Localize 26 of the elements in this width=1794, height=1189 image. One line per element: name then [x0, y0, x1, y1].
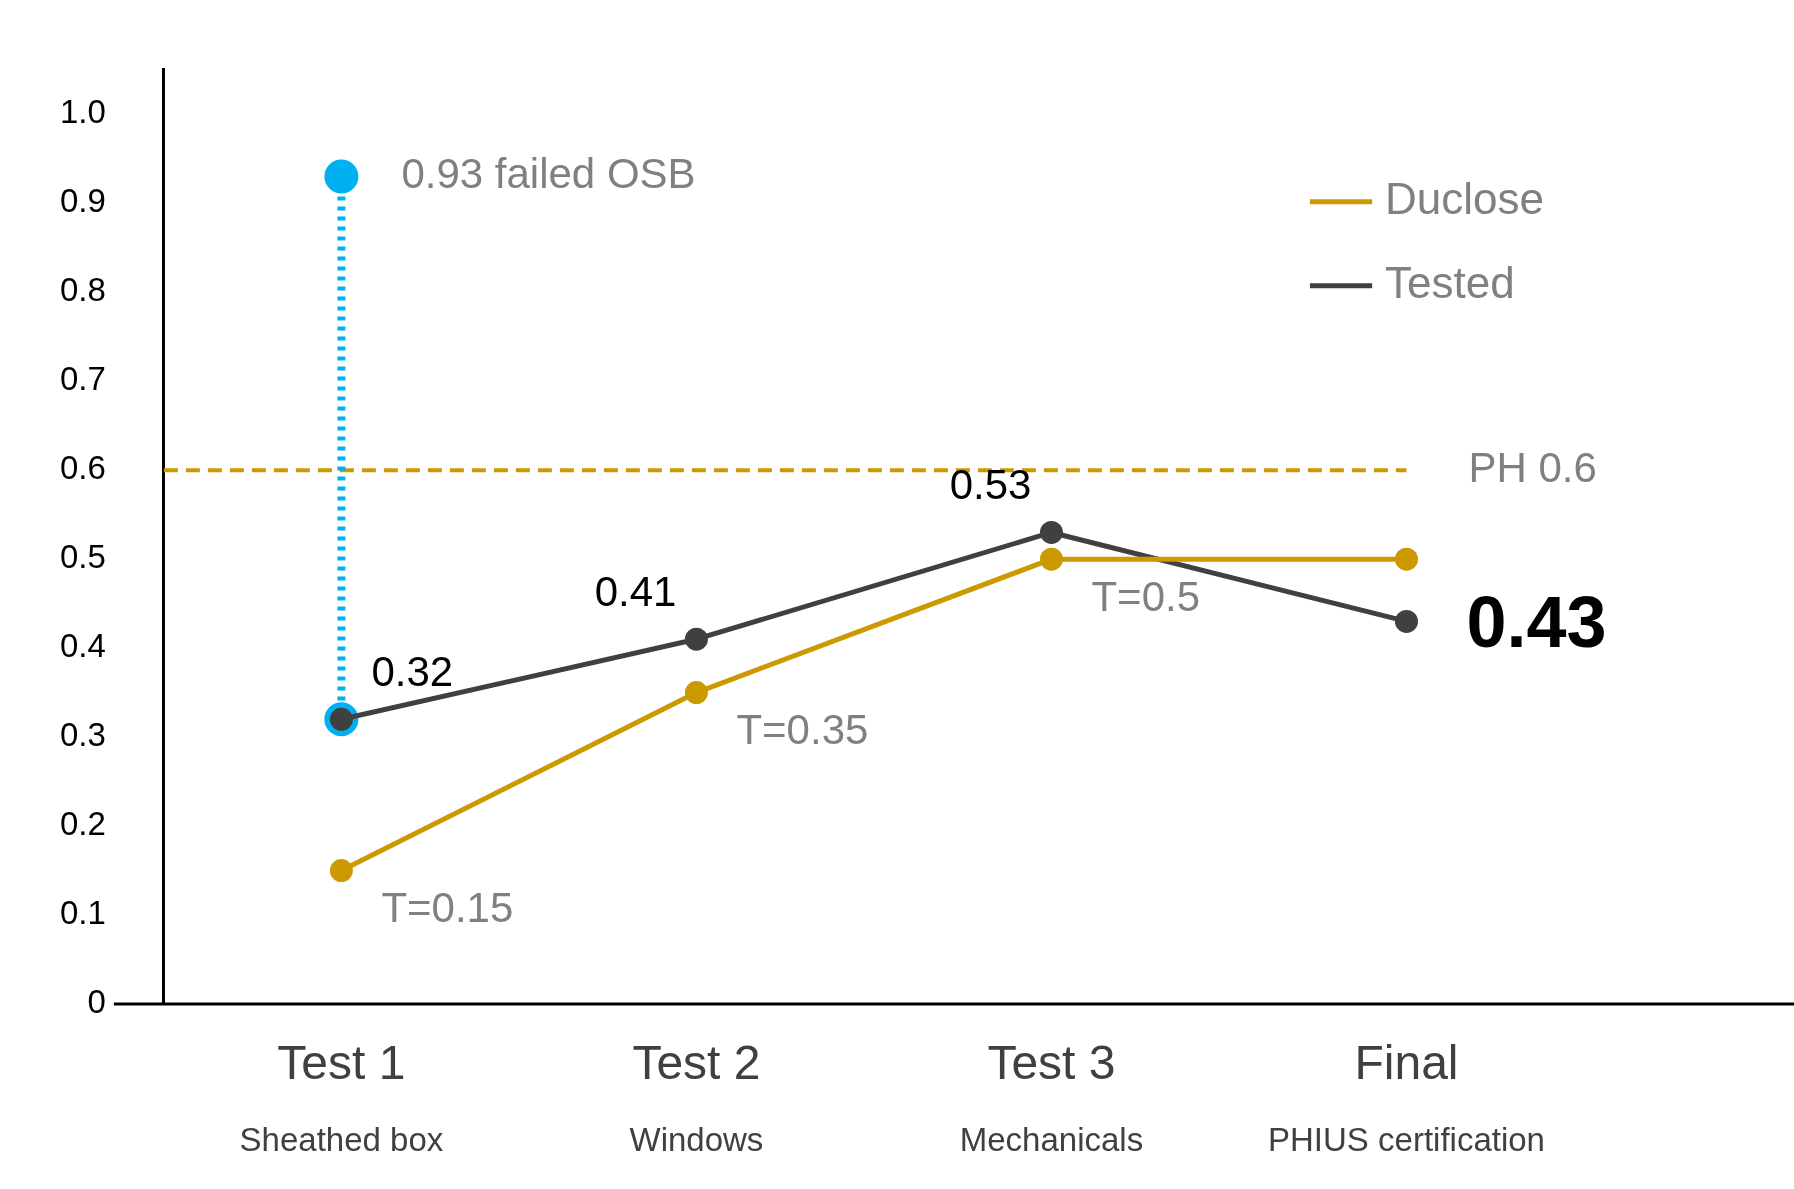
data-label: T=0.35 [736, 706, 869, 754]
data-label: T=0.15 [381, 884, 514, 932]
y-tick-label: 0.4 [60, 627, 106, 665]
y-tick-label: 0 [87, 983, 106, 1021]
y-tick-label: 0.8 [60, 271, 106, 309]
y-tick-label: 0.7 [60, 360, 106, 398]
y-tick-label: 0.5 [60, 538, 106, 576]
y-tick-label: 1.0 [60, 93, 106, 131]
y-tick-label: 0.3 [60, 716, 106, 754]
x-tick-label: Test 1 Sheathed box [239, 1036, 444, 1159]
data-label: 0.41 [594, 567, 677, 615]
y-tick-label: 0.2 [60, 805, 106, 843]
y-tick-label: 0.1 [60, 894, 106, 932]
x-tick-label: Final PHIUS certification [1268, 1036, 1545, 1159]
x-tick-label: Test 2 Windows [629, 1036, 764, 1159]
ref-line-label: PH 0.6 [1468, 443, 1597, 491]
legend-label: Tested [1385, 257, 1515, 307]
legend-label: Duclose [1385, 173, 1545, 223]
annotation: 0.93 failed OSB [401, 150, 696, 198]
x-tick-label: Test 3 Mechanicals [959, 1036, 1144, 1159]
data-label: 0.53 [949, 461, 1032, 509]
y-tick-label: 0.9 [60, 182, 106, 220]
data-label: T=0.5 [1091, 572, 1201, 620]
data-label: 0.43 [1466, 582, 1607, 663]
data-label: 0.32 [371, 647, 454, 695]
y-tick-label: 0.6 [60, 449, 106, 487]
